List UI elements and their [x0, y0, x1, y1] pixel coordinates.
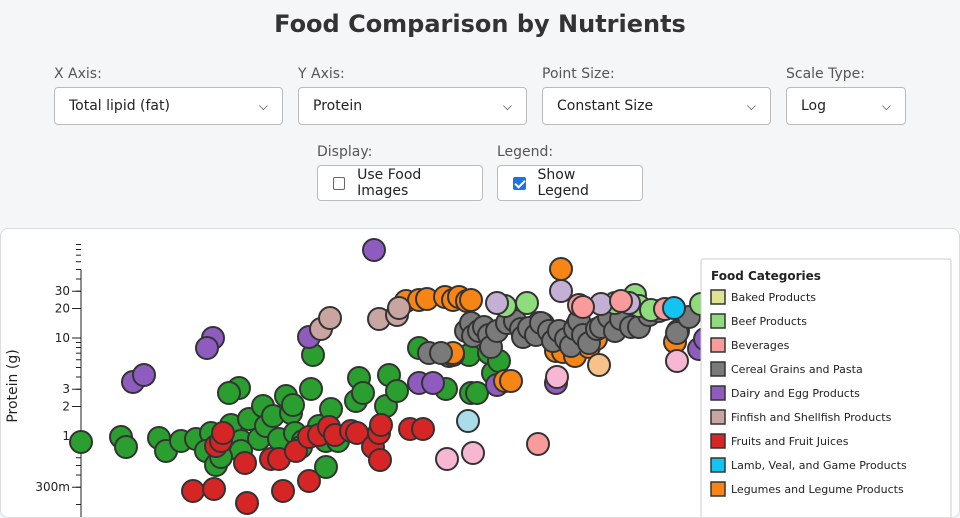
data-point [362, 238, 386, 262]
display-label: Display: [317, 144, 373, 160]
controls-panel: X Axis: Total lipid (fat) ⌵ Y Axis: Prot… [0, 48, 960, 212]
y-tick-label: 3 [62, 382, 70, 396]
chevron-down-icon: ⌵ [502, 98, 512, 113]
legend-swatch [710, 337, 726, 353]
data-point [385, 379, 409, 403]
data-point [217, 381, 241, 405]
legend-swatch [710, 361, 726, 377]
legend-entry: Cereal Grains and Pasta [731, 363, 863, 376]
data-point [387, 296, 411, 320]
legend-entry: Lamb, Veal, and Game Products [731, 459, 907, 472]
chevron-down-icon: ⌵ [881, 98, 891, 113]
data-point [459, 288, 483, 312]
data-point [271, 479, 295, 503]
data-point [318, 306, 342, 330]
legend-swatch [710, 385, 726, 401]
data-point [549, 279, 573, 303]
page-title: Food Comparison by Nutrients [274, 10, 686, 38]
show-legend-checkbox[interactable] [513, 176, 526, 190]
x-axis-select[interactable]: Total lipid (fat) ⌵ [54, 87, 283, 125]
data-point [195, 336, 219, 360]
legend-swatch [710, 313, 726, 329]
legend-entry: Legumes and Legume Products [731, 483, 904, 496]
chevron-down-icon: ⌵ [258, 98, 268, 113]
legend-label: Legend: [497, 144, 554, 160]
data-point [69, 430, 93, 454]
y-axis-label: Y Axis: [298, 66, 345, 82]
data-point [351, 381, 375, 405]
data-point [609, 289, 633, 313]
data-point [545, 365, 569, 389]
data-point [202, 477, 226, 501]
data-point [465, 381, 489, 405]
legend-entry: Finfish and Shellfish Products [731, 411, 892, 424]
data-point [587, 353, 611, 377]
y-tick-label: 300m [35, 480, 70, 494]
data-point [662, 296, 686, 320]
x-axis-value: Total lipid (fat) [69, 98, 170, 114]
legend-entry: Fruits and Fruit Juices [731, 435, 849, 448]
scale-type-label: Scale Type: [786, 66, 865, 82]
legend-entry: Beef Products [731, 315, 807, 328]
data-point [571, 295, 595, 319]
legend-box [700, 258, 952, 517]
y-tick-label: 10 [55, 331, 70, 345]
data-point [526, 432, 550, 456]
data-point [665, 321, 689, 345]
use-food-images-checkbox[interactable] [333, 176, 346, 190]
legend-entry: Baked Products [731, 291, 816, 304]
use-food-images-text: Use Food Images [357, 167, 422, 199]
legend-swatch [710, 409, 726, 425]
legend-title: Food Categories [711, 269, 821, 283]
data-point [299, 377, 323, 401]
data-point [233, 451, 257, 475]
data-point [515, 291, 539, 315]
data-point [314, 455, 338, 479]
data-point [411, 417, 435, 441]
data-point [421, 371, 445, 395]
point-size-label: Point Size: [542, 66, 615, 82]
y-tick-label: 30 [55, 284, 70, 298]
scatter-chart: 300m 1 2 3 10 20 30 Protein (g) Food Categories B… [5, 238, 952, 517]
data-point [369, 413, 393, 437]
y-axis-value: Protein [313, 98, 363, 114]
data-point [181, 479, 205, 503]
data-point [368, 448, 392, 472]
data-point [435, 447, 459, 471]
use-food-images-toggle[interactable]: Use Food Images [317, 165, 483, 201]
data-point [461, 441, 485, 465]
data-point [132, 363, 156, 387]
data-point [549, 257, 573, 281]
legend-swatch [710, 481, 726, 497]
legend-entry: Beverages [731, 339, 790, 352]
legend-swatch [710, 433, 726, 449]
data-point [211, 421, 235, 445]
legend-swatch [710, 457, 726, 473]
data-point [281, 393, 305, 417]
point-size-value: Constant Size [557, 98, 654, 114]
legend-swatch [710, 289, 726, 305]
x-axis-label: X Axis: [54, 66, 102, 82]
show-legend-toggle[interactable]: Show Legend [497, 165, 643, 201]
data-point [665, 349, 689, 373]
y-axis-title: Protein (g) [5, 349, 21, 422]
y-tick-label: 1 [62, 429, 70, 443]
data-point [235, 491, 259, 515]
scale-type-value: Log [801, 98, 827, 114]
data-point [499, 369, 523, 393]
chart-panel: 300m 1 2 3 10 20 30 Protein (g) Food Categories B… [0, 228, 960, 518]
scale-type-select[interactable]: Log ⌵ [786, 87, 906, 125]
y-axis-select[interactable]: Protein ⌵ [298, 87, 527, 125]
data-point [456, 409, 480, 433]
data-point [429, 341, 453, 365]
point-size-select[interactable]: Constant Size ⌵ [542, 87, 771, 125]
data-point [114, 435, 138, 459]
y-tick-label: 2 [62, 399, 70, 413]
legend-entry: Dairy and Egg Products [731, 387, 860, 400]
y-tick-label: 20 [55, 301, 70, 315]
show-legend-text: Show Legend [537, 167, 589, 199]
chevron-down-icon: ⌵ [746, 98, 756, 113]
data-point [485, 291, 509, 315]
data-point [297, 469, 321, 493]
